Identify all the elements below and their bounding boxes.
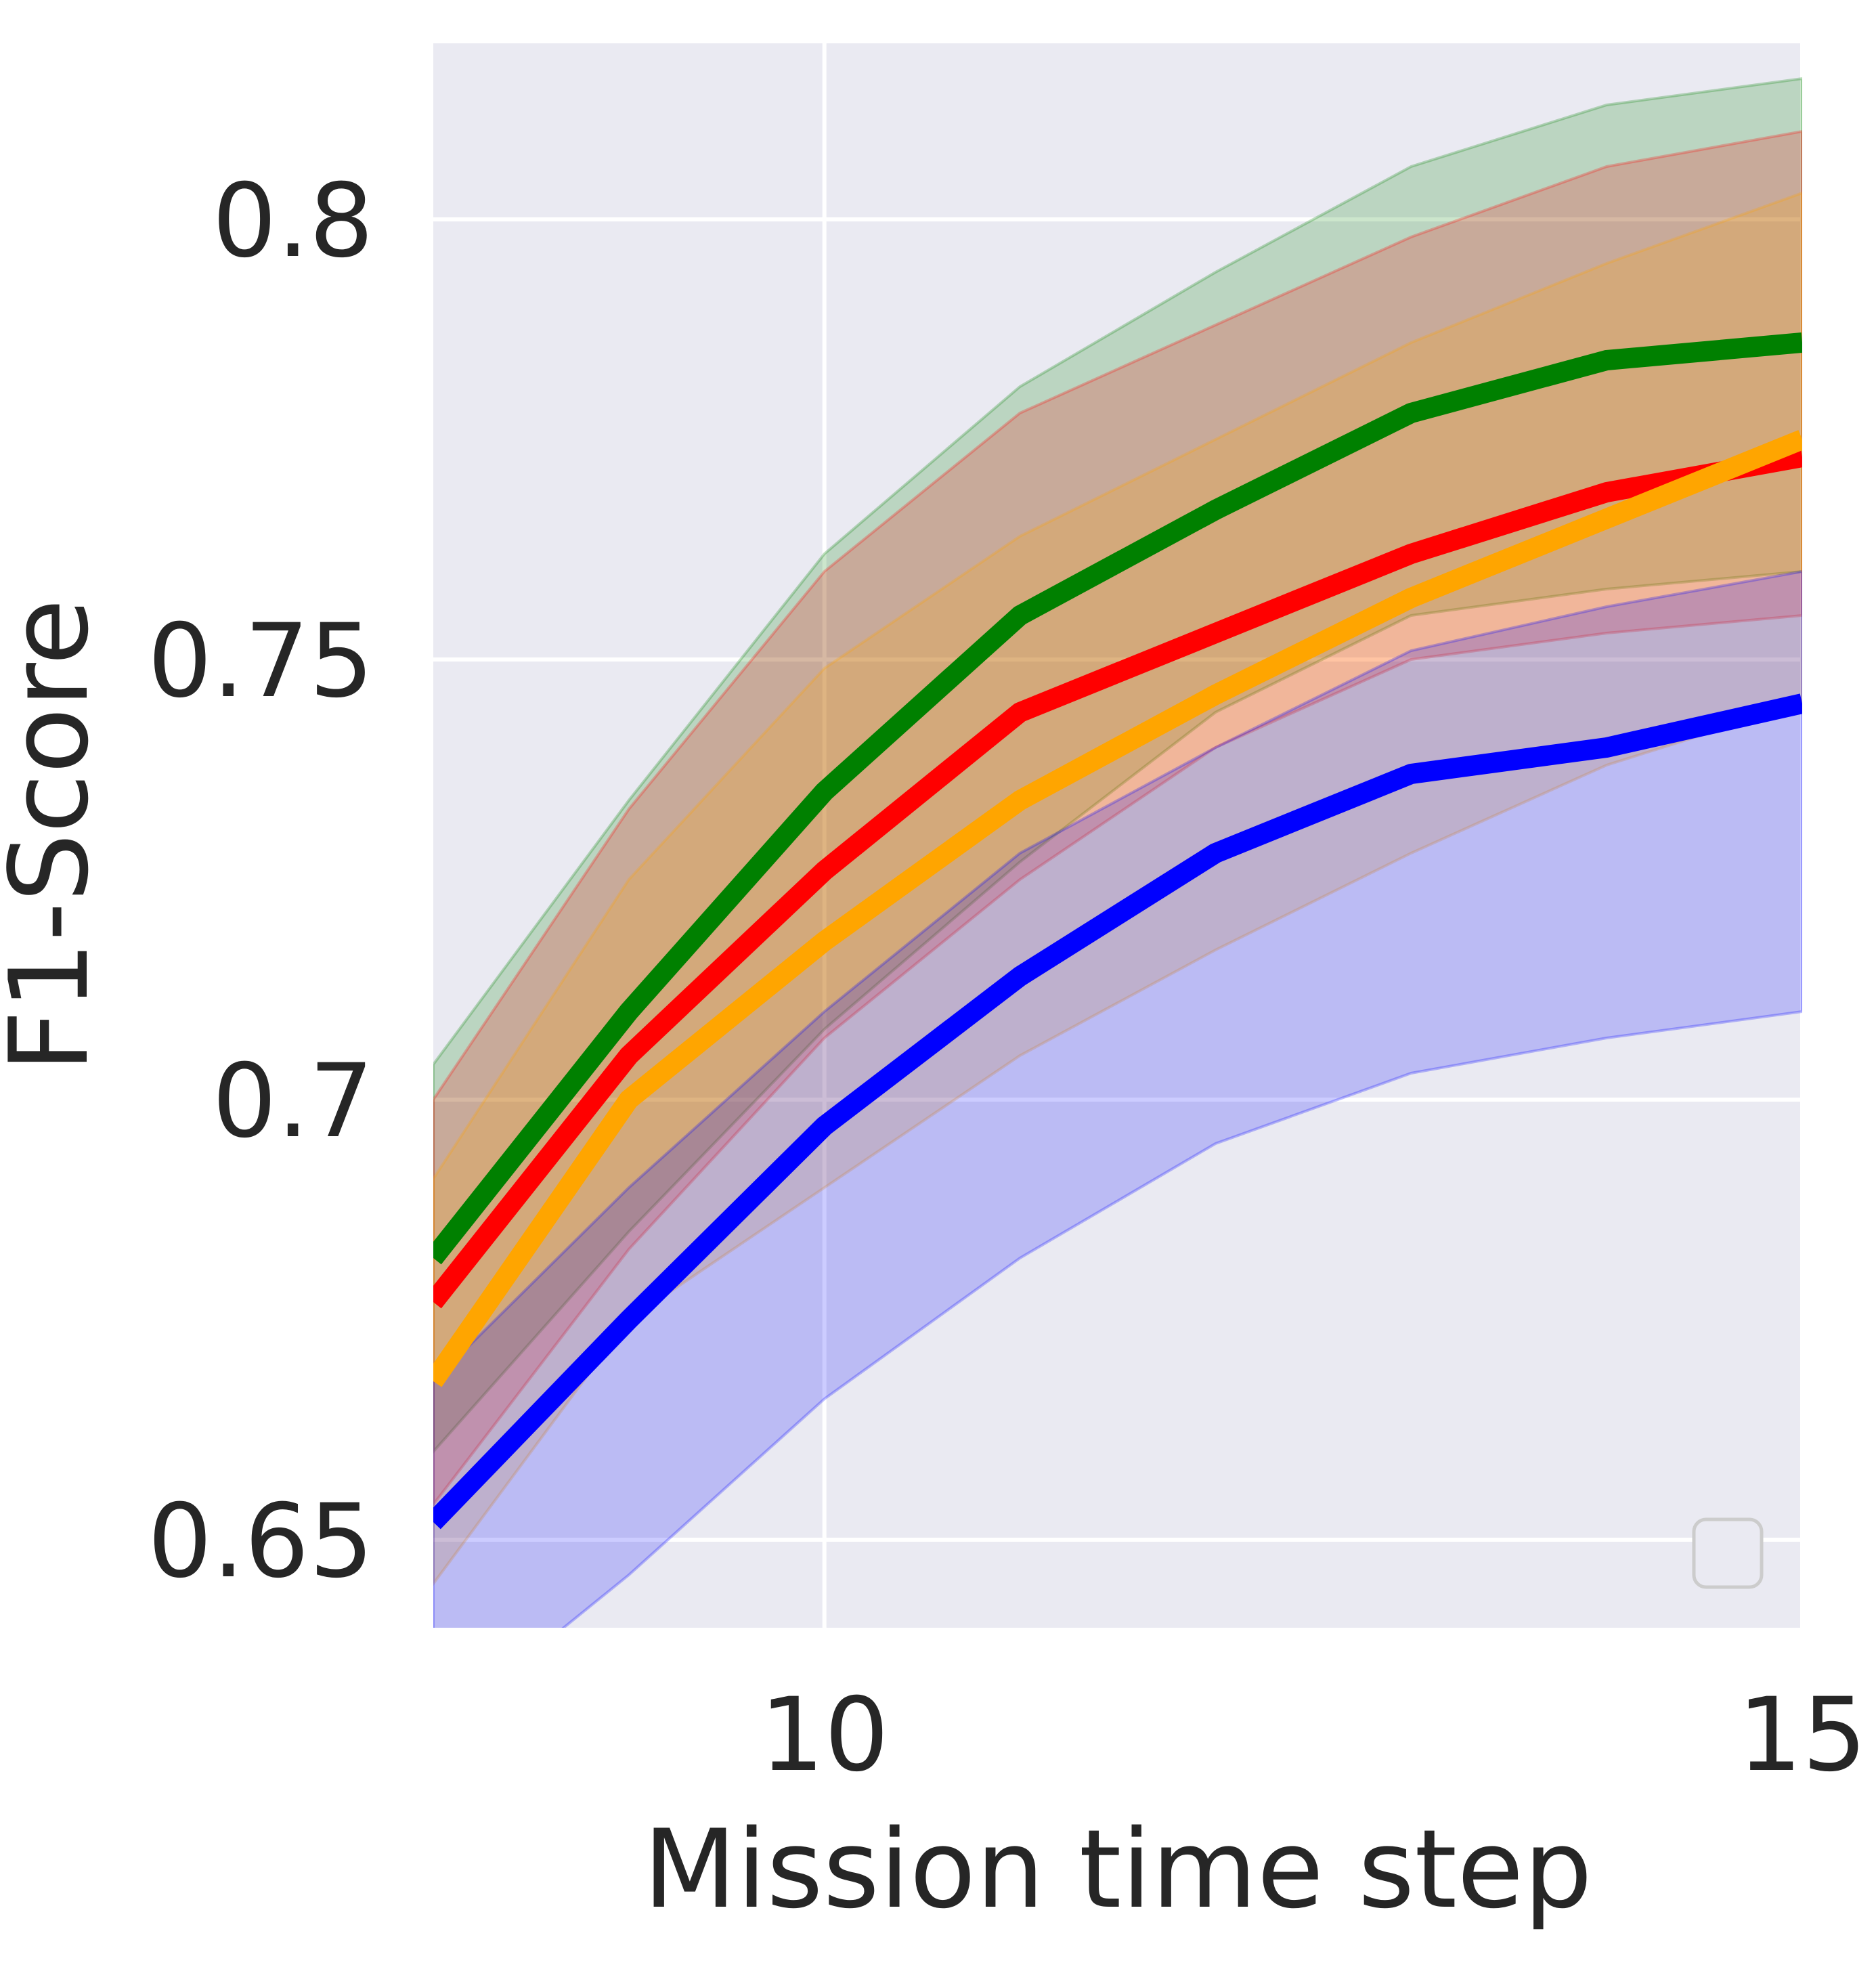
line-series-4 <box>433 693 1802 1530</box>
x-axis-label: Mission time step <box>643 1806 1592 1932</box>
line-series-2 <box>433 447 1802 1309</box>
y-axis-label: F1-Score <box>0 599 112 1073</box>
band-series-4 <box>433 569 1802 1628</box>
y-tick-label: 0.75 <box>148 603 374 720</box>
plot-background <box>433 43 1802 1628</box>
y-tick-label: 0.8 <box>212 163 374 280</box>
y-tick-label: 0.65 <box>148 1483 374 1601</box>
band-series-1 <box>433 77 1802 1454</box>
band-series-2 <box>433 129 1802 1507</box>
grid-lines <box>433 43 1804 1628</box>
x-tick-label: 15 <box>1738 1676 1867 1794</box>
line-series-1 <box>433 332 1802 1265</box>
y-tick-labels: 0.65 0.7 0.75 0.8 <box>148 163 374 1601</box>
y-tick-label: 0.7 <box>212 1043 374 1161</box>
x-tick-labels: 10 15 <box>760 1676 1867 1794</box>
series-lines <box>433 332 1802 1530</box>
line-series-3 <box>433 430 1802 1387</box>
legend-box[interactable] <box>1692 1517 1764 1589</box>
x-tick-label: 10 <box>760 1676 889 1794</box>
